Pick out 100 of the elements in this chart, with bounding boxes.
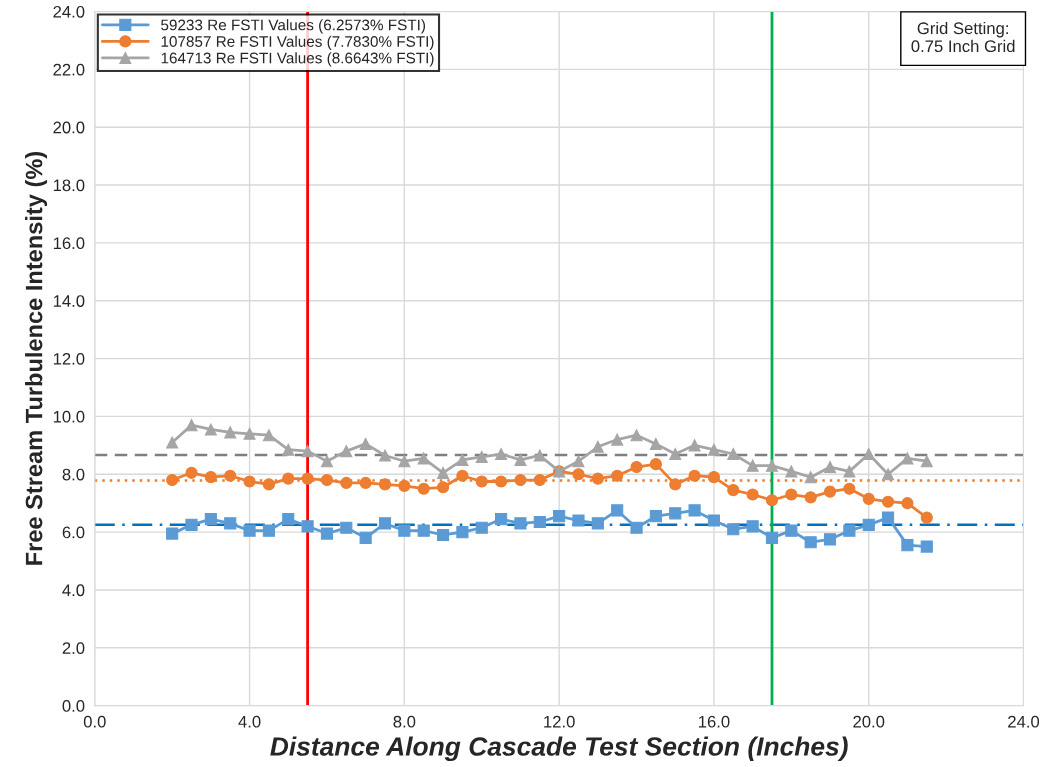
point xyxy=(901,497,914,510)
legend-label: 59233 Re FSTI Values (6.2573% FSTI) xyxy=(161,19,426,34)
point xyxy=(320,455,334,468)
point xyxy=(166,436,179,449)
point xyxy=(707,443,721,456)
y-tick-label: 2.0 xyxy=(62,642,85,654)
legend-label: 107857 Re FSTI Values (7.7830% FSTI) xyxy=(161,35,434,50)
point xyxy=(320,527,334,540)
point xyxy=(669,478,682,491)
y-tick-label: 18.0 xyxy=(53,179,85,192)
point xyxy=(823,485,837,498)
point xyxy=(436,528,450,542)
point xyxy=(456,453,469,466)
x-tick-label: 24.0 xyxy=(1008,715,1040,728)
point xyxy=(475,521,488,534)
point xyxy=(533,473,546,487)
point xyxy=(823,460,837,474)
point xyxy=(243,475,256,488)
point xyxy=(649,510,662,523)
point xyxy=(262,429,275,442)
point xyxy=(224,469,237,482)
point xyxy=(804,471,817,484)
point xyxy=(514,473,527,487)
point xyxy=(533,449,546,462)
point xyxy=(301,472,314,485)
point xyxy=(572,468,585,481)
point xyxy=(243,524,256,537)
x-tick-label: 16.0 xyxy=(698,715,730,728)
point xyxy=(843,524,856,537)
point xyxy=(882,511,895,524)
y-tick-label: 6.0 xyxy=(62,526,85,539)
y-tick-label: 0.0 xyxy=(62,700,85,712)
point xyxy=(533,515,546,529)
point xyxy=(495,447,508,461)
point xyxy=(727,484,740,497)
point xyxy=(688,469,701,482)
point xyxy=(688,439,701,452)
point xyxy=(185,466,198,479)
point xyxy=(669,447,682,461)
point xyxy=(204,513,217,526)
point xyxy=(340,476,353,490)
y-tick-label: 16.0 xyxy=(53,237,85,250)
point xyxy=(282,513,295,526)
point xyxy=(765,494,779,507)
point xyxy=(495,513,508,526)
point xyxy=(359,531,372,544)
annotation: Grid Setting: 0.75 Inch Grid xyxy=(911,21,1015,53)
point xyxy=(553,510,566,523)
y-axis-title: Free Stream Turbulence Intensity (%) xyxy=(25,151,48,565)
point xyxy=(746,488,759,501)
point xyxy=(746,459,759,472)
x-tick-label: 20.0 xyxy=(853,715,885,728)
y-tick-label: 20.0 xyxy=(53,121,85,134)
point xyxy=(417,452,430,465)
point xyxy=(262,524,275,537)
point xyxy=(688,504,701,517)
x-tick-label: 0.0 xyxy=(83,715,106,728)
point xyxy=(591,517,604,530)
x-axis-title: Distance Along Cascade Test Section (Inches) xyxy=(270,736,848,762)
point xyxy=(320,473,334,487)
point xyxy=(785,524,798,537)
point xyxy=(707,514,721,527)
y-tick-label: 10.0 xyxy=(53,410,85,423)
point xyxy=(901,539,914,552)
point xyxy=(591,472,604,485)
point xyxy=(340,445,353,458)
point xyxy=(456,526,469,539)
point xyxy=(514,517,527,530)
point xyxy=(166,527,179,540)
point xyxy=(475,450,488,463)
point xyxy=(649,437,662,450)
point xyxy=(727,523,740,536)
point xyxy=(843,482,856,495)
x-tick-label: 12.0 xyxy=(544,715,575,728)
point xyxy=(224,517,237,530)
point xyxy=(436,466,450,479)
point xyxy=(204,471,217,484)
point xyxy=(823,533,837,546)
point xyxy=(920,511,933,524)
y-tick-label: 14.0 xyxy=(53,295,85,307)
x-tick-label: 4.0 xyxy=(238,715,261,728)
point xyxy=(727,447,740,461)
y-tick-label: 4.0 xyxy=(62,584,85,597)
point xyxy=(920,540,933,553)
point xyxy=(340,521,353,534)
point xyxy=(785,488,798,501)
y-tick-label: 24.0 xyxy=(53,5,85,18)
point xyxy=(920,455,933,468)
point xyxy=(765,459,779,472)
point xyxy=(804,491,817,504)
point xyxy=(204,423,217,436)
point xyxy=(862,492,875,505)
point xyxy=(456,469,469,482)
point xyxy=(669,507,682,520)
point xyxy=(185,419,198,432)
point xyxy=(378,449,392,462)
point xyxy=(630,521,643,534)
point xyxy=(572,514,585,527)
point xyxy=(243,427,256,440)
point xyxy=(417,524,430,537)
